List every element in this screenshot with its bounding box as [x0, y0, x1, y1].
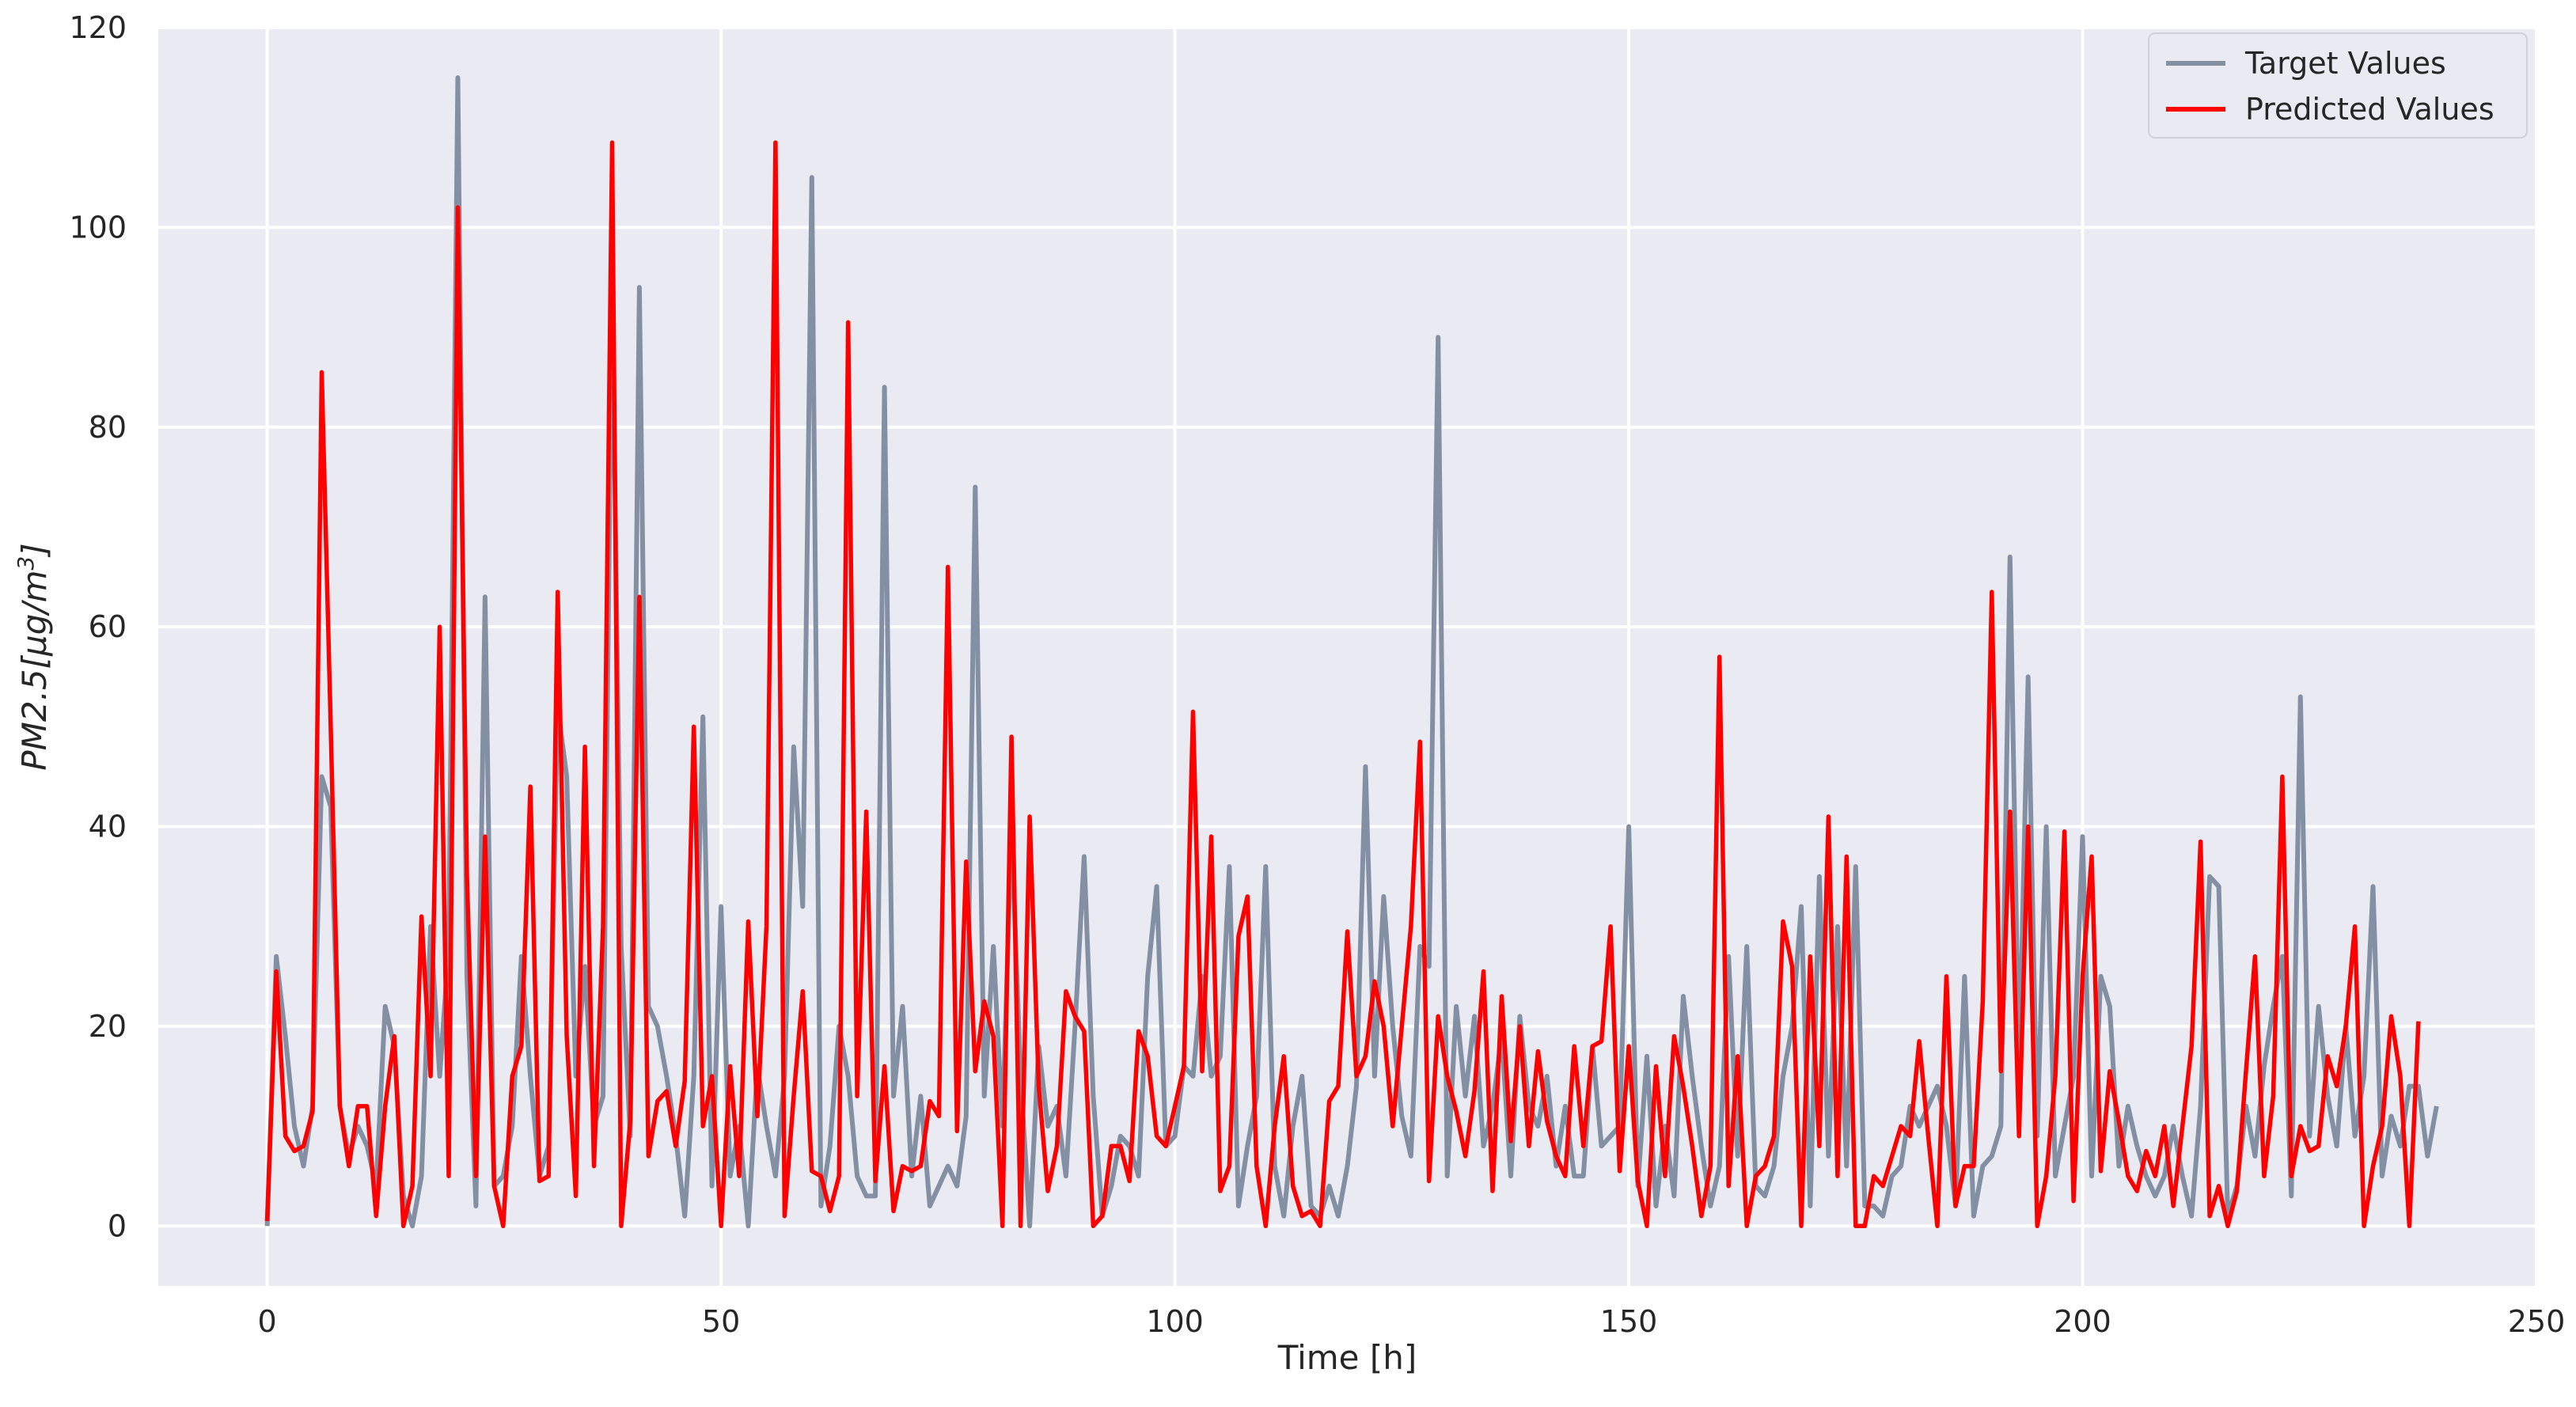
x-tick-label: 100 — [1146, 1304, 1204, 1339]
y-tick-label: 40 — [89, 810, 127, 844]
x-tick-label: 250 — [2508, 1304, 2566, 1339]
y-tick-label: 0 — [108, 1208, 127, 1243]
y-axis-title-main: PM2.5[μg/m — [15, 571, 54, 771]
series-line-predicted-values — [264, 140, 2421, 1229]
tick-labels: 0 50 100 150 200 250 0 20 40 60 80 100 120 — [69, 10, 2565, 1339]
legend-label-predicted-values: Predicted Values — [2245, 92, 2494, 127]
y-axis-title: PM2.5[μg/m3] — [13, 543, 54, 770]
x-axis-title: Time [h] — [1277, 1338, 1417, 1377]
x-tick-label: 150 — [1600, 1304, 1658, 1339]
x-tick-label: 0 — [258, 1304, 277, 1339]
y-tick-label: 100 — [69, 210, 127, 245]
series-lines — [264, 75, 2439, 1229]
legend-label-target-values: Target Values — [2244, 46, 2446, 81]
y-axis-title-superscript: 3 — [13, 556, 39, 571]
y-tick-label: 20 — [89, 1009, 127, 1044]
y-tick-label: 60 — [89, 609, 127, 644]
y-axis-title-close: ] — [15, 543, 54, 557]
y-tick-label: 80 — [89, 410, 127, 445]
x-tick-label: 50 — [702, 1304, 740, 1339]
legend: Target Values Predicted Values — [2148, 32, 2528, 138]
y-tick-label: 120 — [69, 10, 127, 45]
legend-box — [2148, 32, 2528, 138]
x-tick-label: 200 — [2054, 1304, 2111, 1339]
